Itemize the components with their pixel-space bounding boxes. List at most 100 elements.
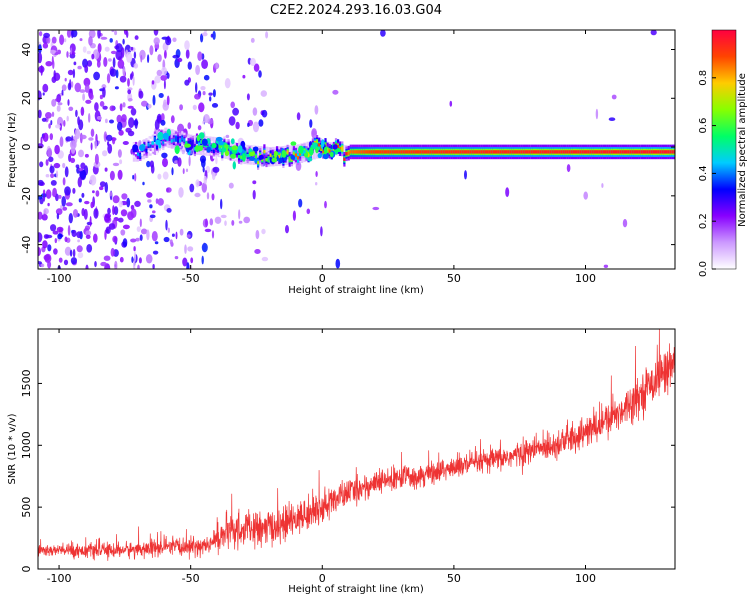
track-cell <box>254 155 258 159</box>
noise-speckle <box>174 160 179 164</box>
spectrogram-ylabel: Frequency (Hz) <box>7 112 18 188</box>
noise-speckle <box>52 230 59 235</box>
noise-speckle <box>45 159 49 166</box>
noise-speckle <box>601 183 604 188</box>
track-cell <box>288 157 291 162</box>
track-cell <box>644 150 647 154</box>
snr-series-line <box>38 329 675 561</box>
noise-speckle <box>232 107 240 116</box>
noise-speckle <box>84 64 89 74</box>
noise-speckle <box>583 191 588 200</box>
noise-speckle <box>70 47 73 55</box>
noise-speckle <box>119 256 124 263</box>
noise-speckle <box>202 32 208 37</box>
track-cell <box>339 147 342 151</box>
noise-speckle <box>152 250 159 255</box>
track-cell <box>177 137 180 142</box>
colorbar-ticks: 0.0 0.2 0.4 0.6 0.8 <box>698 29 737 277</box>
noise-speckle <box>125 127 132 133</box>
snr-xtick-label-2: 0 <box>319 572 326 585</box>
noise-speckle <box>96 60 101 68</box>
noise-speckle <box>93 233 98 243</box>
noise-speckle <box>243 216 251 224</box>
track-cell <box>457 150 460 154</box>
noise-speckle <box>64 236 68 243</box>
noise-speckle <box>65 136 72 142</box>
noise-speckle <box>45 189 52 199</box>
noise-speckle <box>100 36 108 40</box>
snr-ytick-label-1: 500 <box>20 497 33 518</box>
noise-speckle <box>42 42 49 49</box>
noise-speckle <box>89 216 92 227</box>
track-cell <box>589 150 592 154</box>
track-cell <box>640 150 643 154</box>
track-cell <box>191 141 194 145</box>
noise-speckle <box>120 229 126 236</box>
track-blob <box>197 145 204 152</box>
noise-speckle <box>135 237 140 242</box>
track-cell <box>417 150 420 154</box>
spectrogram-xtick-label-1: -50 <box>182 272 200 285</box>
noise-speckle <box>64 77 67 82</box>
noise-speckle <box>130 238 137 243</box>
spectrogram-xtick-label-3: 50 <box>447 272 461 285</box>
noise-speckle <box>247 122 250 127</box>
track-cell <box>414 150 418 154</box>
noise-speckle <box>127 98 133 102</box>
noise-speckle <box>61 89 64 96</box>
noise-speckle <box>38 90 42 101</box>
noise-speckle <box>134 118 138 129</box>
noise-speckle <box>147 199 152 203</box>
noise-speckle <box>162 157 168 168</box>
noise-speckle <box>85 230 92 236</box>
track-cell <box>172 138 175 142</box>
noise-speckle <box>53 162 61 169</box>
noise-speckle <box>111 30 115 33</box>
track-blob <box>221 147 227 153</box>
noise-speckle <box>140 228 148 235</box>
noise-speckle <box>194 93 201 100</box>
track-cell <box>587 150 590 154</box>
noise-speckle <box>54 144 60 155</box>
track-blob <box>278 157 283 164</box>
track-cell <box>212 149 215 154</box>
track-blob <box>132 144 139 152</box>
track-blob <box>218 140 224 146</box>
track-blob <box>184 143 192 148</box>
noise-speckle <box>78 198 82 203</box>
noise-speckle <box>208 92 213 96</box>
track-blob <box>155 139 161 145</box>
noise-speckle <box>45 112 52 119</box>
noise-speckle <box>158 93 164 98</box>
spectrogram-ytick-label-3: 20 <box>20 91 33 105</box>
track-cell <box>286 150 289 154</box>
spectrogram-xtick-label-4: 100 <box>575 272 596 285</box>
track-blob <box>201 138 208 146</box>
track-cell <box>661 150 664 154</box>
noise-speckle <box>38 179 44 186</box>
colorbar-label: Normalized spectral amplitude <box>737 73 748 227</box>
track-cell <box>516 150 519 154</box>
track-cell <box>358 150 361 154</box>
noise-speckle <box>149 160 154 168</box>
noise-speckle <box>122 224 130 230</box>
track-cell <box>419 150 422 154</box>
noise-speckle <box>50 173 55 179</box>
track-cell <box>652 150 656 154</box>
track-cell <box>364 150 367 154</box>
noise-speckle <box>206 192 210 200</box>
noise-speckle <box>76 231 82 239</box>
noise-speckle <box>55 170 59 179</box>
noise-speckle <box>160 119 166 126</box>
track-blob <box>248 151 256 157</box>
noise-speckle <box>103 57 108 67</box>
noise-speckle <box>122 65 126 77</box>
track-blob <box>315 146 319 154</box>
noise-speckle <box>40 136 43 145</box>
noise-speckle <box>212 166 220 173</box>
track-cell <box>219 147 222 151</box>
track-cell <box>381 150 384 154</box>
track-cell <box>486 150 489 154</box>
